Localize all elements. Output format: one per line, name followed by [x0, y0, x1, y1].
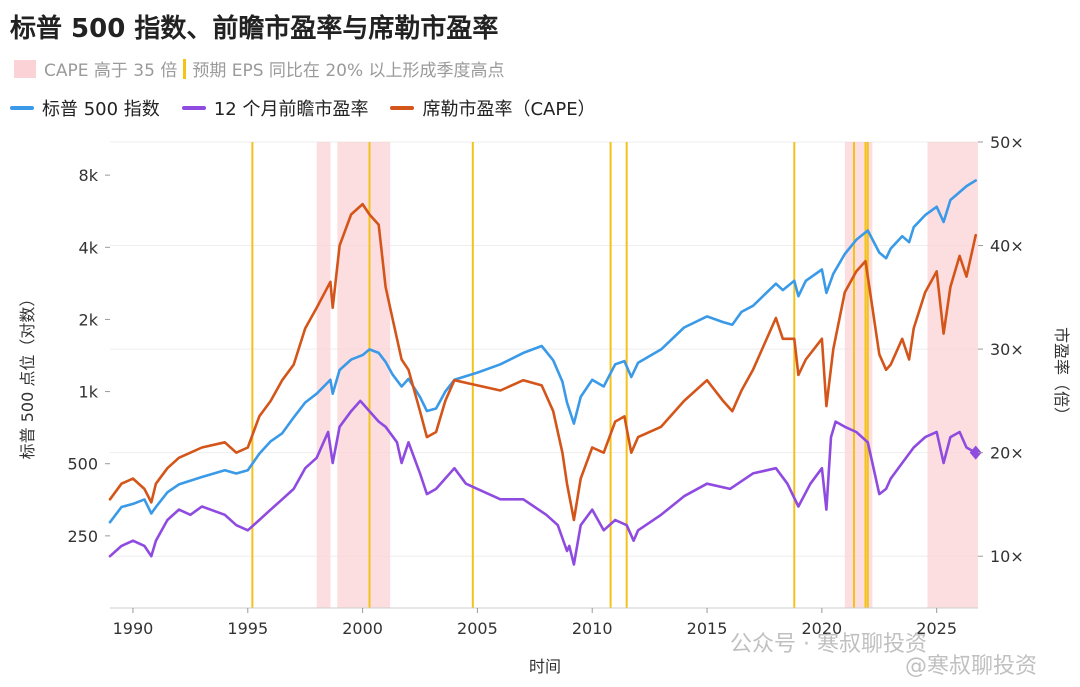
- legend-label-sp500: 标普 500 指数: [42, 99, 160, 120]
- forward-pe-end-marker: [969, 445, 982, 460]
- y-left-tick-label: 4k: [79, 238, 99, 257]
- legend-item-forward-pe[interactable]: 12 个月前瞻市盈率: [181, 95, 369, 121]
- y-left-tick-label: 250: [67, 527, 98, 546]
- x-tick-label: 2000: [342, 619, 383, 638]
- legend-label-forward-pe: 12 个月前瞻市盈率: [213, 99, 369, 120]
- y-right-tick-label: 50×: [990, 133, 1024, 152]
- y-right-axis-label: 市盈率（倍）: [1052, 327, 1071, 423]
- legend-label-cape: 席勒市盈率（CAPE）: [422, 99, 596, 120]
- watermark-line2: @寒叔聊投资: [905, 654, 1038, 679]
- legend-line-cape: [390, 106, 415, 110]
- legend-line-forward-pe: [181, 106, 206, 110]
- marker-swatch: [183, 58, 187, 79]
- marker-label: 预期 EPS 同比在 20% 以上形成季度高点: [192, 61, 505, 81]
- chart-title: 标普 500 指数、前瞻市盈率与席勒市盈率: [10, 14, 499, 44]
- cape-above-35-band: [316, 142, 331, 608]
- legend-item-cape[interactable]: 席勒市盈率（CAPE）: [390, 95, 596, 121]
- y-left-tick-label: 2k: [79, 310, 99, 329]
- x-tick-label: 2020: [801, 619, 842, 638]
- x-tick-label: 2010: [572, 619, 613, 638]
- legend-line-sp500: [10, 106, 34, 110]
- x-axis-label: 时间: [529, 657, 561, 676]
- legend-item-sp500[interactable]: 标普 500 指数: [10, 95, 160, 121]
- x-tick-label: 1990: [113, 619, 154, 638]
- y-left-tick-label: 1k: [79, 383, 99, 402]
- x-tick-label: 2005: [457, 619, 498, 638]
- x-tick-label: 1995: [227, 619, 268, 638]
- shade-swatch: [14, 59, 36, 78]
- shade-label: CAPE 高于 35 倍: [44, 61, 178, 81]
- y-left-tick-label: 8k: [79, 166, 99, 185]
- cape-above-35-band: [337, 142, 391, 608]
- y-right-tick-label: 10×: [990, 547, 1024, 566]
- y-right-tick-label: 20×: [990, 444, 1024, 463]
- series-line-forward-pe: [108, 399, 978, 566]
- series-line-cape: [108, 202, 978, 522]
- chart-subtitle: CAPE 高于 35 倍 预期 EPS 同比在 20% 以上形成季度高点: [14, 56, 505, 81]
- cape-above-35-band: [927, 142, 978, 608]
- y-right-tick-label: 30×: [990, 340, 1024, 359]
- watermark-line1: 公众号 · 寒叔聊投资: [730, 632, 927, 657]
- x-tick-label: 2015: [687, 619, 728, 638]
- y-right-tick-label: 40×: [990, 237, 1024, 256]
- series-line-sp500: [108, 179, 978, 524]
- y-left-axis-label: 标普 500 点位（对数）: [18, 291, 37, 460]
- legend: 标普 500 指数 12 个月前瞻市盈率 席勒市盈率（CAPE）: [10, 95, 618, 121]
- y-left-tick-label: 500: [67, 455, 98, 474]
- x-tick-label: 2025: [916, 619, 957, 638]
